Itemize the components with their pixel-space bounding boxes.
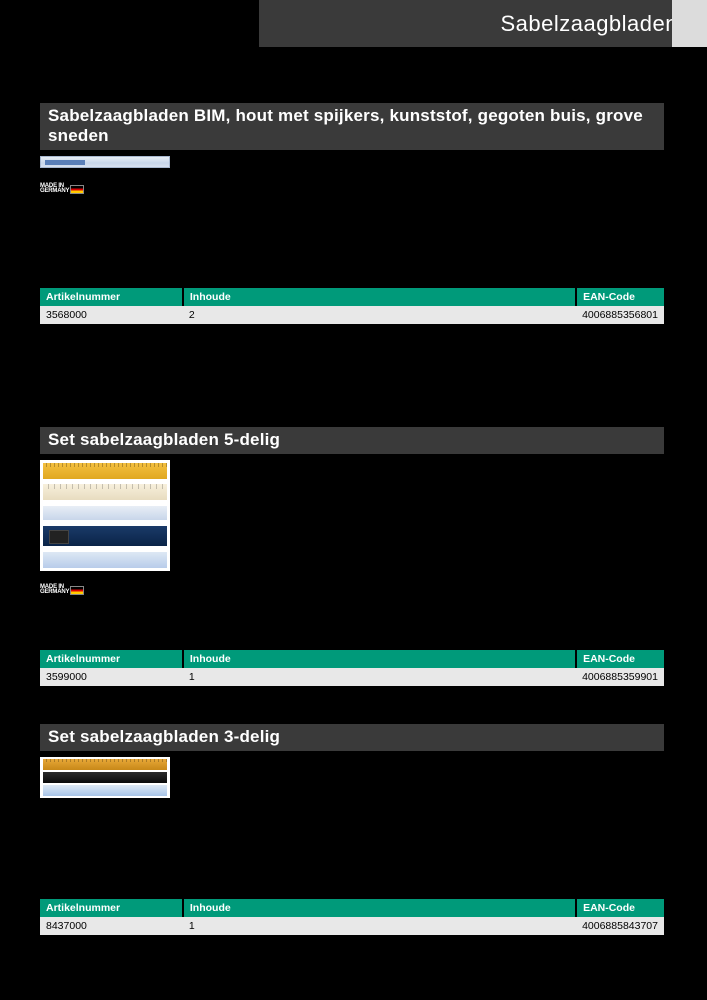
table-header-row: Artikelnummer Inhoude EAN-Code	[40, 650, 664, 668]
blade-icon	[43, 785, 167, 796]
spec-table: Artikelnummer Inhoude EAN-Code 3599000 1…	[40, 650, 664, 686]
section-title-bar: Set sabelzaagbladen 5-delig	[40, 427, 664, 454]
section-bim-blades: Sabelzaagbladen BIM, hout met spijkers, …	[40, 103, 662, 194]
blade-icon	[43, 526, 167, 546]
table-header-row: Artikelnummer Inhoude EAN-Code	[40, 288, 664, 306]
th-inhoude: Inhoude	[183, 650, 576, 668]
th-inhoude: Inhoude	[183, 899, 576, 917]
section-set-3: Set sabelzaagbladen 3-delig	[40, 724, 662, 798]
germany-flag-icon	[70, 586, 84, 595]
section-title-bar: Sabelzaagbladen BIM, hout met spijkers, …	[40, 103, 664, 150]
section-title-bar: Set sabelzaagbladen 3-delig	[40, 724, 664, 751]
table-row: 3599000 1 4006885359901	[40, 668, 664, 686]
page-title: Sabelzaagbladen	[500, 11, 678, 37]
cell-inhoude: 1	[183, 917, 576, 935]
blade-icon	[43, 552, 167, 568]
page-header-band: Sabelzaagbladen	[259, 0, 706, 47]
th-artikelnummer: Artikelnummer	[40, 650, 183, 668]
product-image	[40, 460, 170, 571]
th-artikelnummer: Artikelnummer	[40, 288, 183, 306]
spec-table: Artikelnummer Inhoude EAN-Code 8437000 1…	[40, 899, 664, 935]
cell-artikelnummer: 8437000	[40, 917, 183, 935]
blade-icon	[43, 484, 167, 500]
table-row: 8437000 1 4006885843707	[40, 917, 664, 935]
th-ean: EAN-Code	[576, 288, 664, 306]
th-inhoude: Inhoude	[183, 288, 576, 306]
section-set-5: Set sabelzaagbladen 5-delig MADE IN GERM…	[40, 427, 662, 595]
section-title: Set sabelzaagbladen 5-delig	[48, 430, 280, 449]
cell-artikelnummer: 3599000	[40, 668, 183, 686]
blade-icon	[43, 759, 167, 770]
table-row: 3568000 2 4006885356801	[40, 306, 664, 324]
spec-table: Artikelnummer Inhoude EAN-Code 3568000 2…	[40, 288, 664, 324]
cell-ean: 4006885843707	[576, 917, 664, 935]
cell-inhoude: 2	[183, 306, 576, 324]
product-image	[40, 156, 170, 168]
germany-flag-icon	[70, 185, 84, 194]
section-title: Sabelzaagbladen BIM, hout met spijkers, …	[48, 106, 643, 145]
table-header-row: Artikelnummer Inhoude EAN-Code	[40, 899, 664, 917]
blade-icon	[43, 463, 167, 479]
made-in-germany-badge: MADE IN GERMANY	[40, 585, 84, 595]
cell-ean: 4006885359901	[576, 668, 664, 686]
th-ean: EAN-Code	[576, 899, 664, 917]
cell-artikelnummer: 3568000	[40, 306, 183, 324]
section-title: Set sabelzaagbladen 3-delig	[48, 727, 280, 746]
product-image	[40, 757, 170, 798]
made-in-line2: GERMANY	[40, 590, 69, 595]
made-in-line2: GERMANY	[40, 189, 69, 194]
cell-ean: 4006885356801	[576, 306, 664, 324]
th-artikelnummer: Artikelnummer	[40, 899, 183, 917]
th-ean: EAN-Code	[576, 650, 664, 668]
blade-icon	[43, 506, 167, 520]
cell-inhoude: 1	[183, 668, 576, 686]
page-header-edge	[672, 0, 707, 47]
made-in-germany-badge: MADE IN GERMANY	[40, 184, 84, 194]
blade-icon	[43, 772, 167, 783]
